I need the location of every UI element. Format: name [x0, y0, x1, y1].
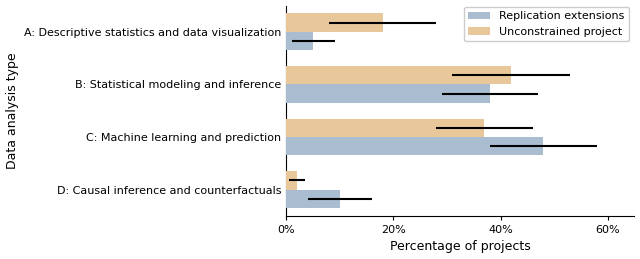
Bar	[286, 137, 543, 155]
X-axis label: Percentage of projects: Percentage of projects	[390, 240, 531, 254]
Bar	[286, 66, 511, 84]
Bar	[286, 32, 313, 50]
Bar	[286, 119, 484, 137]
Bar	[286, 190, 340, 208]
Bar	[286, 13, 383, 32]
Legend: Replication extensions, Unconstrained project: Replication extensions, Unconstrained pr…	[463, 7, 629, 41]
Y-axis label: Data analysis type: Data analysis type	[6, 52, 19, 169]
Bar	[286, 84, 490, 103]
Bar	[286, 171, 297, 190]
